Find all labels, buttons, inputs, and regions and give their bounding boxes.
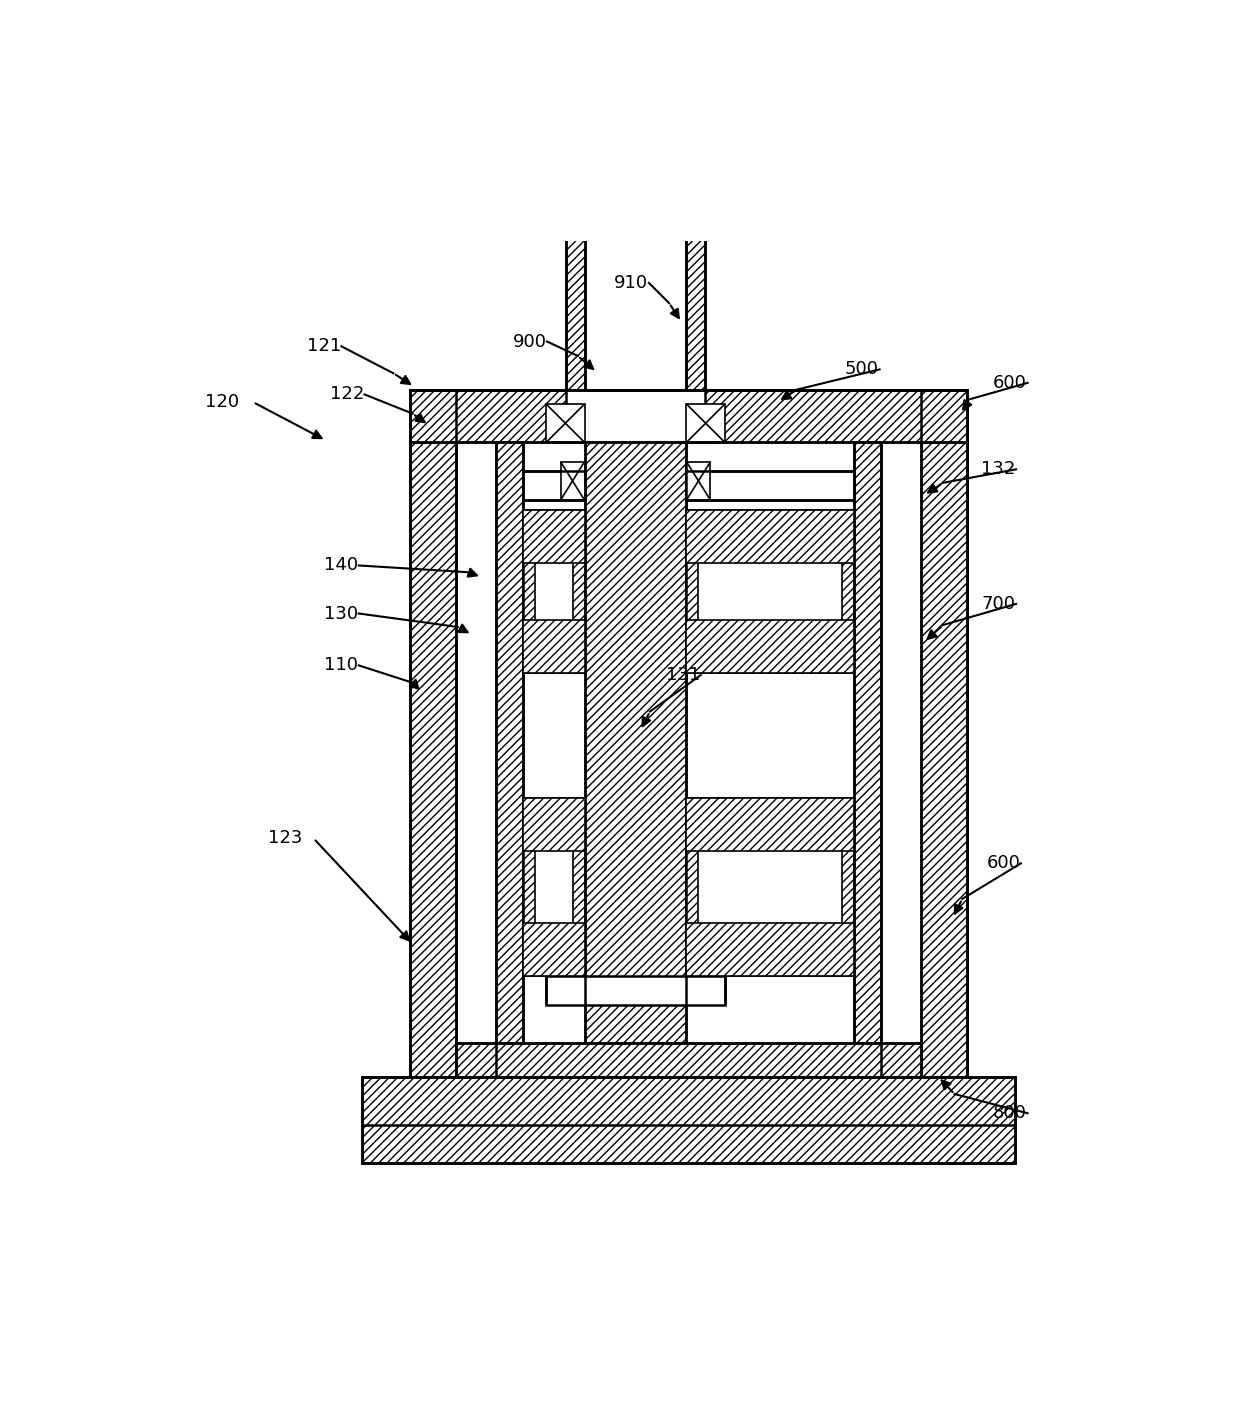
Bar xyxy=(409,390,456,443)
Bar xyxy=(921,390,967,1077)
Polygon shape xyxy=(523,510,584,563)
Text: 600: 600 xyxy=(986,854,1021,873)
Bar xyxy=(534,521,573,661)
Bar xyxy=(409,390,456,1077)
Bar xyxy=(523,510,584,673)
Text: 110: 110 xyxy=(324,657,358,674)
Bar xyxy=(567,390,704,443)
Bar xyxy=(560,461,584,500)
Bar xyxy=(687,471,853,500)
Bar xyxy=(584,443,687,1042)
Text: 700: 700 xyxy=(982,595,1016,613)
Bar xyxy=(687,510,853,673)
Bar xyxy=(698,810,842,964)
Bar xyxy=(687,461,711,500)
Text: 600: 600 xyxy=(993,374,1027,391)
Text: 800: 800 xyxy=(993,1104,1027,1122)
Bar xyxy=(921,390,967,443)
Text: 140: 140 xyxy=(324,557,358,574)
Text: 500: 500 xyxy=(844,360,879,378)
Bar xyxy=(362,1077,1016,1164)
Polygon shape xyxy=(687,922,853,975)
Text: 900: 900 xyxy=(512,333,547,350)
Text: 132: 132 xyxy=(982,460,1016,478)
Polygon shape xyxy=(523,620,584,673)
Bar xyxy=(523,510,584,673)
Text: 120: 120 xyxy=(205,393,239,411)
Bar xyxy=(496,443,523,1042)
Polygon shape xyxy=(687,620,853,673)
Polygon shape xyxy=(687,798,853,851)
Text: 131: 131 xyxy=(666,665,701,684)
Text: 123: 123 xyxy=(268,830,303,847)
Text: 910: 910 xyxy=(614,274,649,291)
Bar xyxy=(523,798,584,975)
Bar xyxy=(546,975,725,1005)
Text: 122: 122 xyxy=(330,386,365,403)
Polygon shape xyxy=(687,510,853,563)
Bar xyxy=(584,164,687,390)
Text: 121: 121 xyxy=(306,337,341,356)
Bar xyxy=(546,404,584,443)
Bar xyxy=(523,471,584,500)
Bar xyxy=(409,390,967,443)
Text: 130: 130 xyxy=(324,604,358,623)
Bar xyxy=(698,521,842,661)
Bar xyxy=(534,810,573,964)
Bar xyxy=(853,443,880,1042)
Polygon shape xyxy=(523,922,584,975)
Polygon shape xyxy=(523,798,584,851)
Bar xyxy=(456,1042,921,1077)
Bar xyxy=(687,798,853,975)
Bar xyxy=(409,390,967,1077)
Bar xyxy=(567,164,704,390)
Bar xyxy=(362,1077,1016,1164)
Bar xyxy=(687,404,725,443)
